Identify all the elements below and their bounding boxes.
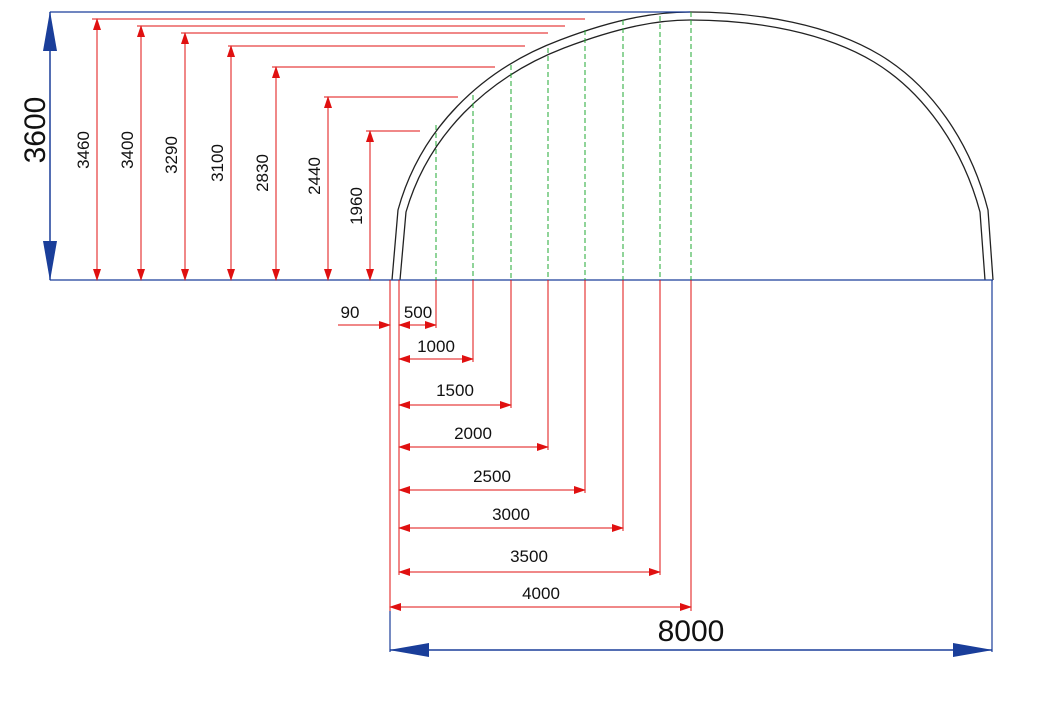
arch-inner-line	[399, 19, 986, 281]
arch-outer-line	[391, 11, 994, 281]
height-label-3290: 3290	[162, 136, 181, 174]
width-label-3500: 3500	[510, 547, 548, 566]
width-label-1000: 1000	[417, 337, 455, 356]
height-labels: 3460 3400 3290 3100 2830 2440 1960	[74, 131, 366, 225]
overall-width-label: 8000	[658, 615, 725, 648]
width-labels: 90 500 1000 1500 2000 2500 3000 3500 400…	[341, 303, 560, 603]
height-dimension-lines	[93, 18, 374, 281]
guide-lines	[435, 12, 692, 280]
height-label-3400: 3400	[118, 131, 137, 169]
width-label-2500: 2500	[473, 467, 511, 486]
height-label-2440: 2440	[305, 157, 324, 195]
width-label-500: 500	[404, 303, 432, 322]
height-label-3460: 3460	[74, 131, 93, 169]
arch-outline	[391, 11, 994, 281]
overall-width-dimension: 8000	[389, 280, 993, 657]
height-label-1960: 1960	[347, 187, 366, 225]
width-label-1500: 1500	[436, 381, 474, 400]
overall-height-label: 3600	[19, 97, 52, 164]
width-label-4000: 4000	[522, 584, 560, 603]
overall-height-dimension: 3600	[19, 11, 690, 281]
width-label-3000: 3000	[492, 505, 530, 524]
width-dimension-lines	[389, 321, 692, 611]
height-extension-lines	[92, 18, 585, 132]
height-label-2830: 2830	[253, 154, 272, 192]
height-label-3100: 3100	[208, 144, 227, 182]
width-label-2000: 2000	[454, 424, 492, 443]
offset-label-90: 90	[341, 303, 360, 322]
width-extension-lines	[389, 280, 692, 611]
